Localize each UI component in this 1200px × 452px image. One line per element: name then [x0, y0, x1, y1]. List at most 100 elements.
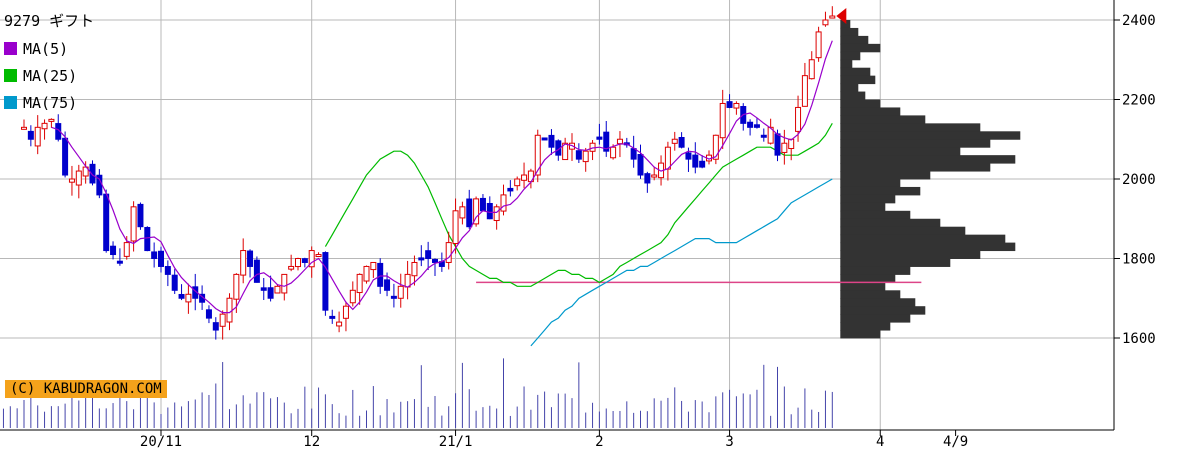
candle-body: [233, 273, 240, 300]
candle-body: [651, 174, 658, 178]
x-tick-label: 20/11: [140, 434, 182, 450]
y-tick-label: 1600: [1122, 331, 1156, 347]
y-tick-label: 1800: [1122, 252, 1156, 268]
profile-bar: [840, 322, 891, 331]
candle-body: [733, 102, 740, 109]
candle-body: [212, 322, 219, 331]
candle-body: [534, 134, 541, 176]
x-axis-ticks: 20/11 12 21/1 2 3 4 4/9: [140, 430, 968, 450]
candle-body: [288, 265, 295, 270]
profile-bar: [840, 306, 926, 315]
candle-body: [678, 136, 685, 148]
candle-body: [130, 206, 137, 242]
legend-swatch-ma25: [4, 69, 17, 82]
profile-bar: [840, 43, 881, 53]
candle-body: [452, 210, 459, 244]
profile-bar: [840, 266, 911, 275]
candle-body: [521, 174, 528, 181]
candle-body: [760, 134, 767, 138]
legend-label-ma75: MA(75): [23, 93, 78, 112]
candle-body: [507, 187, 514, 192]
profile-bar: [840, 179, 901, 188]
profile-bar: [840, 290, 901, 299]
candle-body: [342, 305, 349, 319]
ma5-line: [51, 40, 833, 314]
candle-body: [753, 124, 760, 128]
profile-bar: [840, 51, 861, 61]
profile-bar: [840, 202, 886, 212]
legend-label-ma5: MA(5): [23, 39, 69, 58]
candle-body: [260, 287, 267, 291]
profile-bar: [840, 234, 1006, 244]
candle-body: [158, 250, 164, 267]
candle-body: [712, 134, 719, 160]
candle-body: [219, 313, 226, 327]
candle-body: [637, 154, 644, 176]
candle-body: [781, 142, 788, 153]
ma25-line: [324, 123, 833, 287]
candle-body: [815, 31, 822, 59]
profile-bar: [840, 59, 853, 69]
profile-bar: [840, 67, 871, 77]
candle-body: [377, 262, 384, 287]
candle-body: [55, 123, 62, 140]
candle-body: [123, 242, 130, 257]
candle-body: [89, 163, 96, 184]
candle-body: [34, 126, 41, 147]
candle-body: [473, 198, 480, 225]
ma5-polyline: [51, 40, 833, 314]
candle-body: [404, 273, 411, 288]
y-axis-ticks: 2400 2200 2000 1800 1600: [1114, 13, 1156, 347]
candle-body: [486, 202, 493, 220]
candle-body: [692, 154, 699, 168]
candle-body: [616, 138, 623, 145]
candle-body: [315, 254, 322, 258]
candle-body: [151, 251, 158, 259]
legend-label-ma25: MA(25): [23, 66, 78, 85]
profile-bar: [840, 298, 916, 307]
candle-body: [68, 178, 75, 183]
candle-body: [822, 19, 829, 26]
candle-body: [459, 206, 466, 219]
candle-body: [356, 273, 363, 294]
profile-bar: [840, 75, 876, 85]
profile-bar: [840, 314, 911, 323]
legend-item-ma5: MA(5): [4, 35, 94, 62]
candle-body: [144, 226, 151, 252]
profile-bar: [840, 171, 931, 180]
candle-body: [370, 261, 377, 271]
candle-body: [829, 15, 836, 19]
candle-body: [281, 273, 288, 294]
profile-bar: [840, 194, 896, 204]
candle-body: [630, 148, 637, 160]
candle-body: [808, 59, 815, 80]
y-tick-label: 2400: [1122, 13, 1156, 29]
profile-bar: [840, 282, 886, 291]
candle-body: [514, 178, 521, 187]
profile-bar: [840, 83, 859, 93]
candle-body: [247, 250, 254, 267]
candle-body: [205, 309, 212, 319]
candle-body: [75, 170, 82, 186]
legend-swatch-ma75: [4, 96, 17, 109]
profile-bar: [840, 218, 941, 228]
y-tick-label: 2000: [1122, 172, 1156, 188]
credit-label: (C) KABUDRAGON.COM: [5, 380, 167, 398]
candle-body: [671, 138, 678, 144]
candle-body: [445, 242, 452, 263]
profile-bar: [840, 163, 991, 172]
ma75-line: [530, 178, 833, 347]
candle-body: [411, 261, 418, 277]
candle-body: [664, 146, 671, 170]
x-tick-label: 4/9: [943, 434, 968, 450]
candle-body: [397, 285, 404, 299]
legend-item-ma25: MA(25): [4, 62, 94, 89]
profile-bar: [840, 20, 851, 29]
candle-body: [308, 250, 315, 268]
candle-body: [240, 250, 247, 276]
candle-body: [548, 134, 555, 148]
candle-body: [48, 118, 55, 122]
candle-body: [596, 136, 603, 140]
candle-body: [178, 293, 185, 299]
